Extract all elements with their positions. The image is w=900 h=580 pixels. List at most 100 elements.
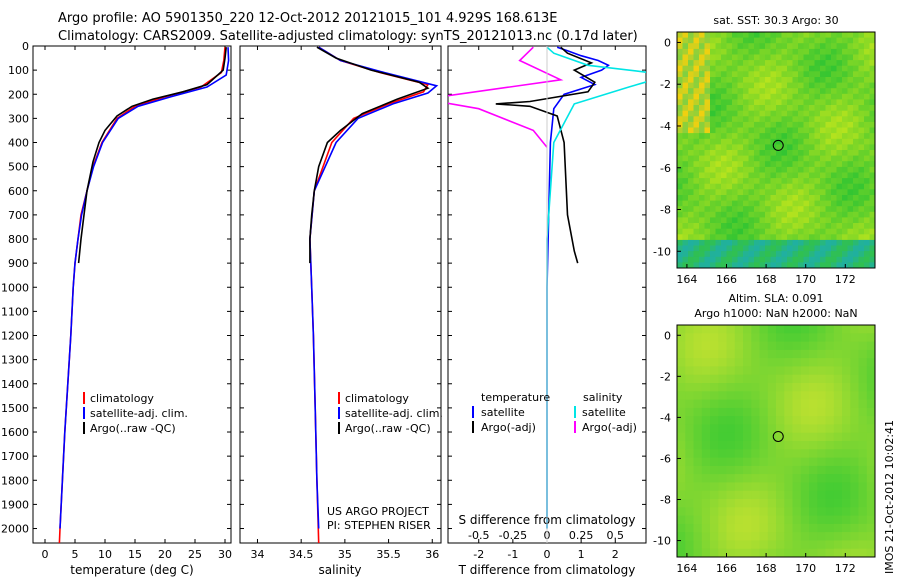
map-cell (842, 133, 849, 140)
map-cell (743, 523, 752, 533)
map-cell (784, 449, 794, 459)
map-cell (693, 457, 703, 467)
map-cell (798, 110, 805, 117)
map-cell (853, 200, 860, 207)
map-cell (803, 211, 810, 218)
map-cell (833, 424, 843, 434)
map-cell (800, 532, 810, 541)
map-cell (842, 71, 849, 78)
map-cell (710, 121, 717, 129)
map-cell (831, 127, 838, 134)
map-cell (825, 507, 835, 517)
map-cell (677, 37, 684, 44)
map-cell (792, 183, 799, 190)
map-cell (734, 333, 744, 343)
map-cell (842, 150, 849, 157)
map-cell (798, 138, 805, 145)
map-cell (693, 88, 700, 95)
map-cell (754, 88, 761, 95)
x-tick-label: 35.5 (376, 548, 401, 561)
map-cell (817, 515, 827, 525)
map-cell (814, 251, 821, 258)
map-cell (715, 223, 722, 230)
map-cell (803, 105, 810, 112)
map-cell (864, 32, 871, 39)
map-cell (743, 217, 750, 224)
map-cell (869, 161, 875, 168)
map-cell (781, 166, 788, 174)
map-cell (842, 499, 851, 508)
map-cell (809, 540, 818, 550)
map-cell (825, 457, 835, 467)
map-cell (732, 116, 739, 123)
map-cell (726, 449, 736, 459)
map-cell (721, 183, 728, 190)
map-cell (770, 262, 777, 268)
map-cell (798, 172, 805, 179)
map-cell (743, 465, 752, 475)
map-cell (814, 228, 821, 235)
map-cell (847, 116, 854, 123)
map-cell (833, 499, 843, 508)
map-cell (737, 116, 744, 123)
map-cell (699, 121, 706, 129)
map-cell (721, 223, 728, 230)
map-cell (693, 325, 703, 334)
map-cell (792, 172, 799, 179)
map-cell (759, 172, 766, 179)
map-cell (688, 172, 695, 179)
map-cell (820, 54, 827, 61)
map-cell (734, 515, 744, 525)
map-cell (825, 60, 832, 67)
map-cell (792, 465, 802, 475)
map-cell (869, 88, 875, 95)
map-cell (759, 155, 766, 162)
map-cell (721, 77, 728, 84)
map-cell (850, 507, 860, 517)
x-tick-label: 20 (158, 548, 172, 561)
map-cell (842, 121, 849, 129)
map-cell (842, 65, 849, 72)
map-cell (732, 217, 739, 224)
map-cell (776, 374, 785, 384)
map-cell (869, 245, 875, 252)
map-cell (737, 251, 744, 258)
map-cell (809, 399, 818, 409)
map-cell (842, 60, 849, 67)
y-tick-label: 0 (22, 40, 29, 53)
map-cell (737, 99, 744, 106)
map-cell (809, 465, 818, 475)
map-cell (767, 482, 777, 492)
map-cell (688, 178, 695, 185)
map-cell (781, 105, 788, 112)
map-cell (759, 99, 766, 106)
map-cell (677, 383, 686, 392)
map-cell (751, 515, 761, 525)
map-cell (688, 77, 695, 84)
map-cell (803, 183, 810, 190)
map-cell (748, 65, 755, 72)
map-cell (754, 127, 761, 134)
map-cell (833, 407, 843, 417)
map-cell (847, 251, 854, 258)
map-cell (715, 200, 722, 207)
map-cell (693, 234, 700, 241)
map-cell (751, 441, 761, 450)
map-cell (767, 358, 777, 367)
map-cell (759, 65, 766, 72)
map-cell (809, 358, 818, 367)
map-cell (726, 341, 736, 351)
map-cell (836, 88, 843, 95)
map-cell (677, 523, 686, 533)
map-cell (858, 121, 865, 129)
map-cell (743, 399, 752, 409)
map-cell (748, 60, 755, 67)
map-cell (831, 144, 838, 151)
map-cell (836, 93, 843, 100)
map-cell (798, 239, 805, 247)
map-cell (704, 71, 711, 78)
map-cell (710, 211, 717, 218)
map-cell (737, 245, 744, 252)
map-cell (833, 349, 843, 359)
map-cell (743, 43, 750, 50)
